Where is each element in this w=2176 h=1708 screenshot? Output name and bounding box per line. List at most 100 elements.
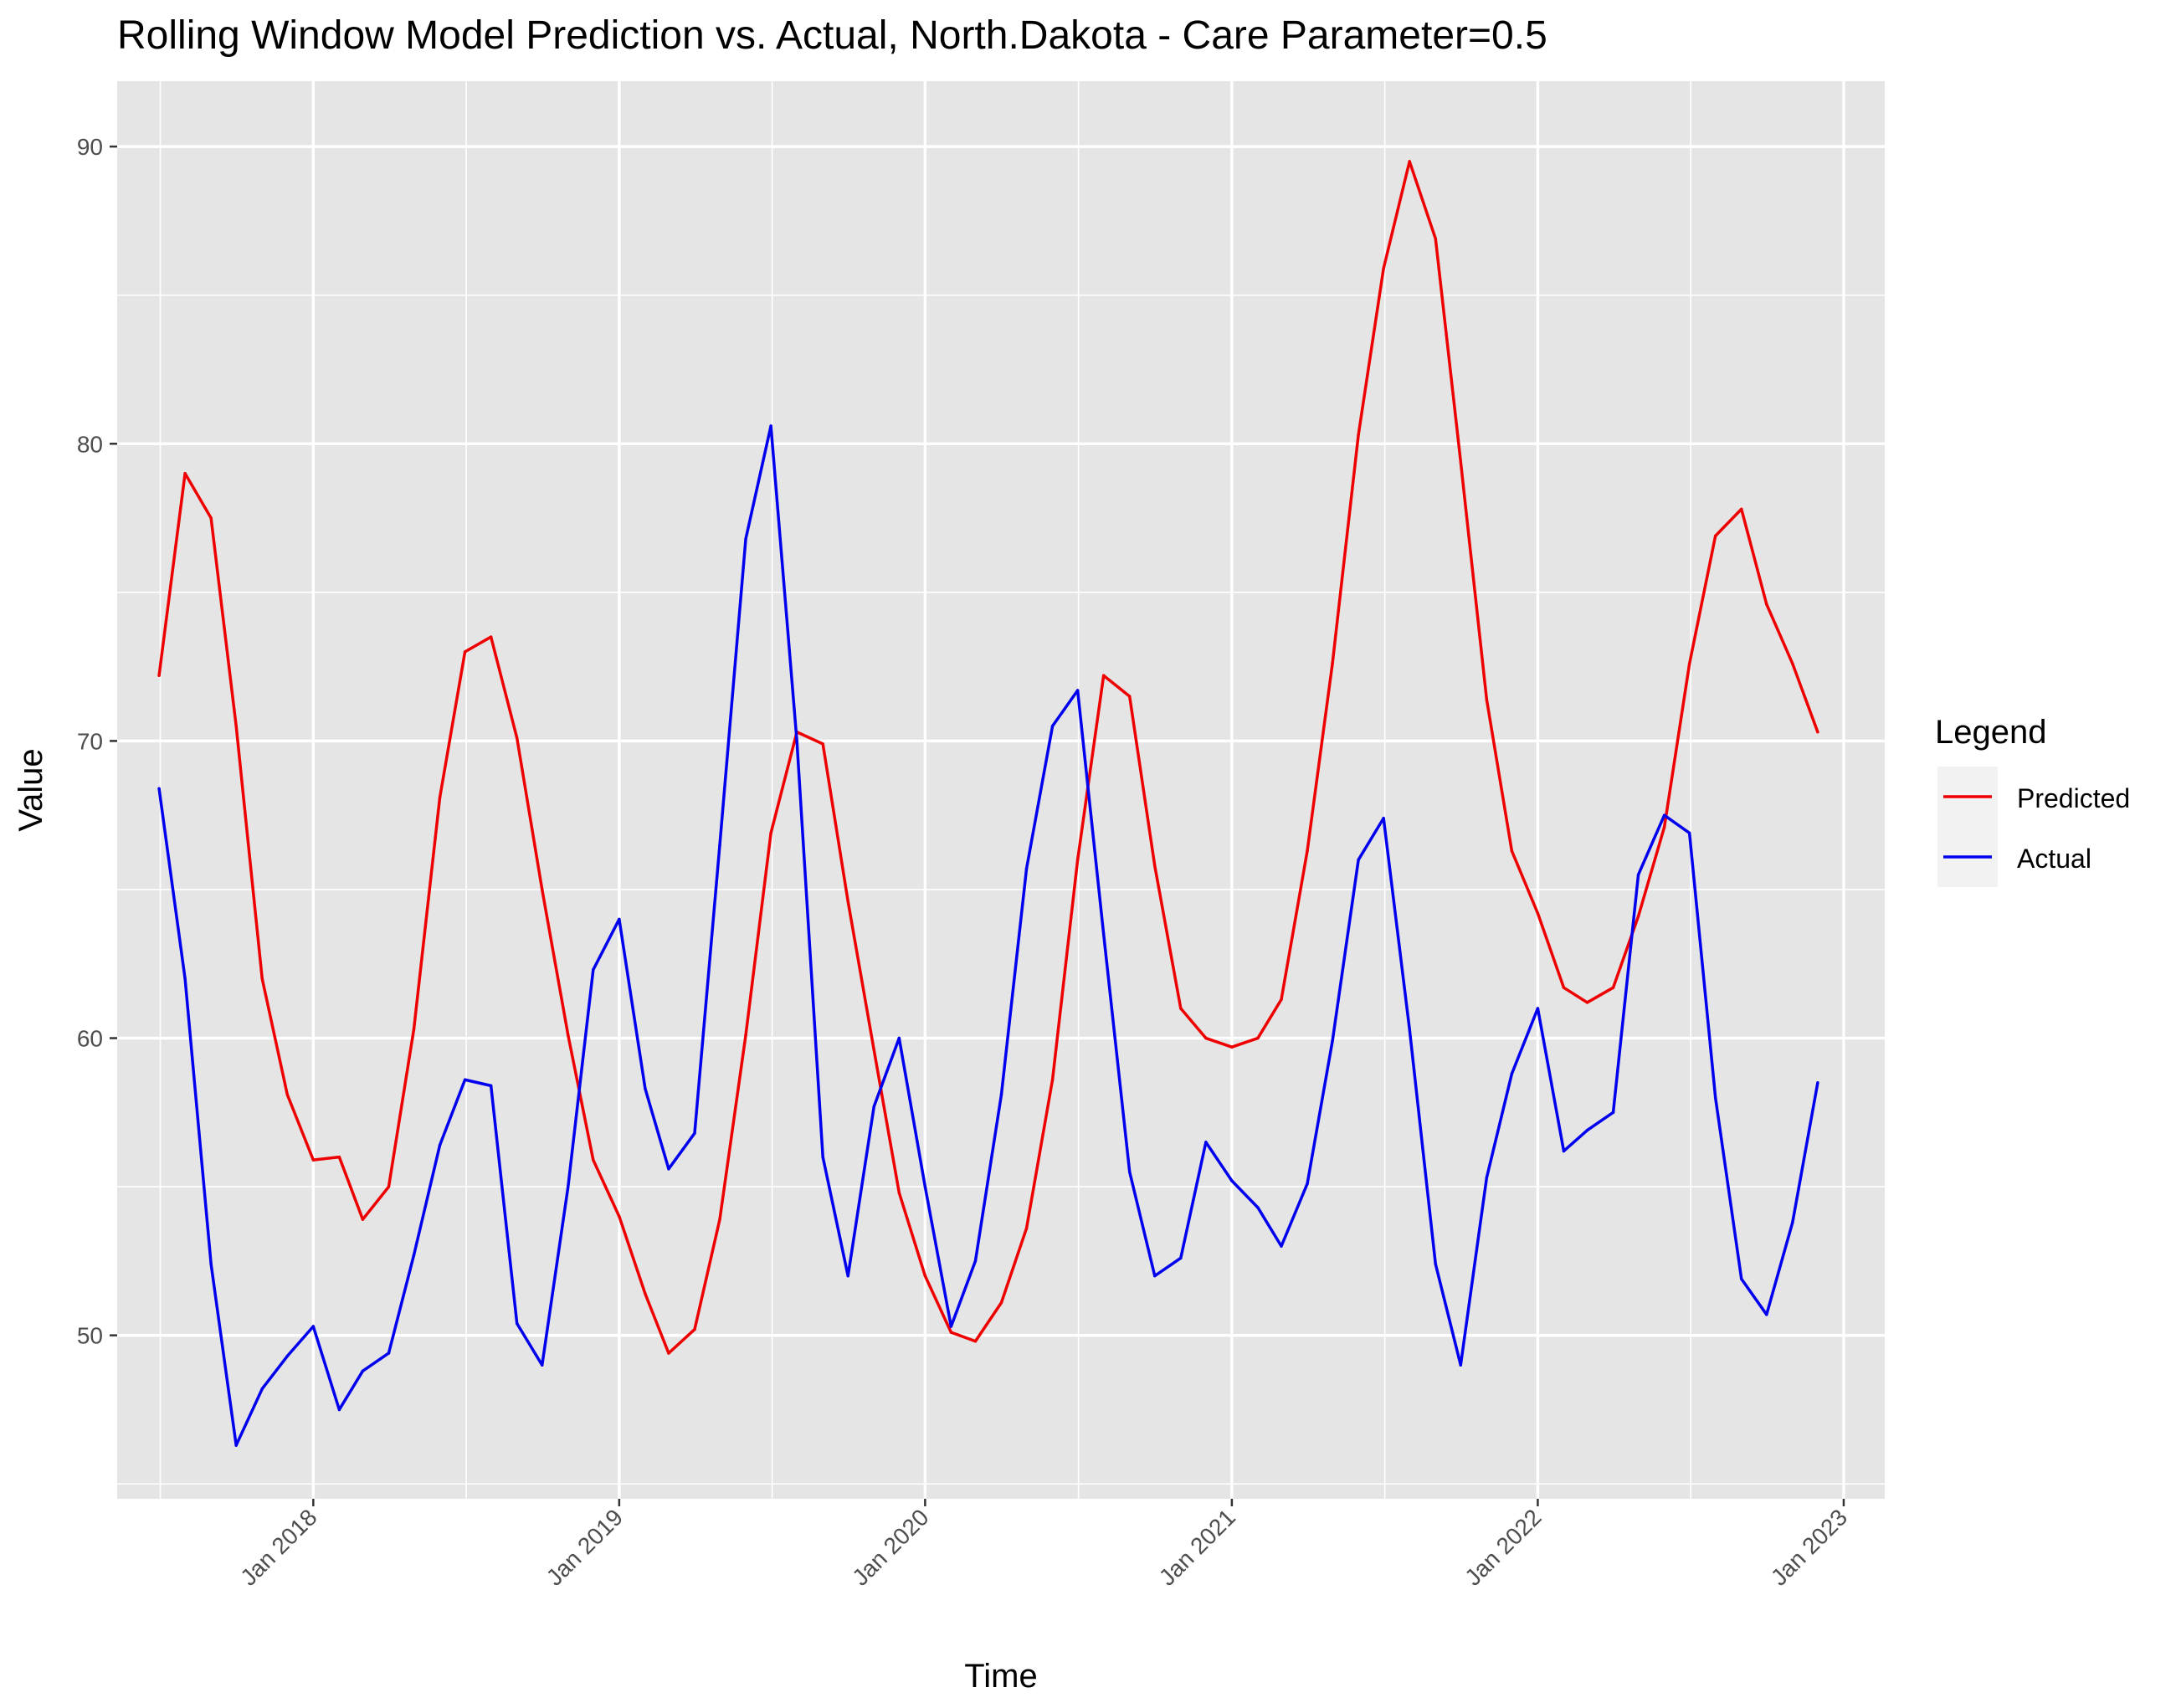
data-point-actual: [1331, 1039, 1334, 1043]
data-point-predicted: [1179, 1007, 1183, 1010]
data-point-predicted: [693, 1327, 696, 1331]
data-point-actual: [1816, 1081, 1819, 1085]
data-point-actual: [1740, 1277, 1743, 1280]
data-point-actual: [1408, 1028, 1411, 1031]
y-tick-label: 90: [77, 134, 103, 160]
data-point-predicted: [1256, 1036, 1260, 1040]
data-point-predicted: [438, 796, 442, 799]
data-point-actual: [438, 1143, 442, 1147]
data-point-actual: [769, 424, 772, 428]
data-point-actual: [1153, 1274, 1157, 1278]
data-point-predicted: [1204, 1036, 1208, 1040]
x-tick-label: Jan 2023: [1766, 1504, 1852, 1590]
data-point-predicted: [463, 650, 467, 654]
x-tick-label: Jan 2020: [847, 1504, 933, 1590]
data-point-actual: [1050, 724, 1055, 728]
data-point-predicted: [846, 900, 849, 903]
grid-major: [117, 81, 1885, 1499]
data-point-actual: [1485, 1176, 1489, 1180]
y-tick-label: 80: [77, 431, 103, 457]
data-point-actual: [1585, 1128, 1589, 1132]
series-layer: [157, 160, 1819, 1447]
data-point-predicted: [999, 1300, 1003, 1305]
y-tick-label: 50: [77, 1323, 103, 1349]
data-point-predicted: [412, 1028, 416, 1031]
data-point-predicted: [769, 831, 772, 835]
data-point-actual: [1611, 1110, 1615, 1115]
data-point-actual: [821, 1155, 824, 1159]
data-point-predicted: [744, 1034, 747, 1037]
data-point-actual: [923, 1185, 927, 1188]
data-point-actual: [1382, 816, 1385, 820]
data-point-predicted: [618, 1214, 621, 1218]
data-point-actual: [540, 1363, 544, 1367]
data-point-predicted: [311, 1158, 316, 1162]
data-point-actual: [285, 1354, 290, 1358]
y-tick-label: 70: [77, 728, 103, 754]
data-point-actual: [1024, 867, 1029, 870]
data-point-actual: [387, 1352, 391, 1355]
data-point-predicted: [489, 635, 493, 639]
data-point-actual: [1230, 1179, 1234, 1182]
data-point-actual: [795, 739, 798, 743]
data-point-predicted: [183, 472, 187, 475]
data-point-predicted: [1459, 459, 1463, 464]
y-tick-label: 60: [77, 1026, 103, 1052]
data-point-predicted: [644, 1292, 647, 1295]
data-point-actual: [973, 1259, 978, 1263]
data-point-predicted: [1765, 603, 1768, 606]
data-point-actual: [1562, 1149, 1566, 1153]
data-point-predicted: [260, 977, 264, 981]
data-point-actual: [515, 1321, 519, 1326]
data-point-predicted: [1536, 911, 1540, 916]
y-axis-label: Value: [13, 748, 49, 831]
data-point-predicted: [1075, 858, 1080, 862]
data-point-actual: [667, 1167, 670, 1171]
data-point-actual: [1536, 1007, 1540, 1010]
data-point-actual: [567, 1185, 570, 1188]
data-point-actual: [872, 1105, 876, 1108]
series-line-actual: [157, 424, 1819, 1447]
data-point-actual: [897, 1036, 901, 1040]
data-point-predicted: [1791, 662, 1794, 665]
data-point-predicted: [157, 674, 161, 678]
data-point-actual: [693, 1131, 696, 1135]
data-point-predicted: [515, 736, 519, 740]
data-point-actual: [489, 1084, 493, 1088]
data-point-actual: [157, 787, 161, 790]
data-point-actual: [1306, 1182, 1309, 1186]
legend: Legend Predicted Actual: [1935, 714, 2130, 887]
data-point-predicted: [667, 1352, 670, 1355]
data-point-predicted: [1611, 986, 1615, 989]
data-point-actual: [1101, 932, 1106, 936]
data-point-actual: [1636, 873, 1640, 876]
data-point-predicted: [1408, 160, 1411, 163]
x-tick-label: Jan 2018: [235, 1504, 321, 1590]
data-point-predicted: [1101, 674, 1106, 678]
data-point-actual: [846, 1274, 849, 1278]
data-point-actual: [463, 1078, 467, 1082]
data-point-predicted: [1127, 695, 1132, 698]
data-point-predicted: [209, 516, 213, 520]
data-point-predicted: [1485, 697, 1489, 701]
data-point-predicted: [1562, 986, 1566, 989]
data-point-actual: [1662, 813, 1666, 817]
data-point-actual: [618, 917, 621, 921]
data-point-actual: [1434, 1262, 1437, 1266]
data-point-predicted: [1740, 507, 1743, 511]
data-point-predicted: [1331, 662, 1334, 665]
data-point-predicted: [1713, 534, 1717, 538]
data-point-predicted: [1357, 433, 1360, 437]
data-point-predicted: [973, 1340, 978, 1343]
data-point-actual: [311, 1325, 316, 1328]
legend-label-actual: Actual: [2017, 844, 2091, 874]
data-point-actual: [1765, 1313, 1768, 1316]
data-point-predicted: [1382, 266, 1385, 270]
data-point-predicted: [592, 1158, 595, 1162]
chart-title: Rolling Window Model Prediction vs. Actu…: [117, 13, 1547, 58]
data-point-actual: [209, 1262, 213, 1266]
data-point-actual: [1256, 1206, 1260, 1209]
data-point-actual: [1687, 831, 1691, 835]
data-point-actual: [234, 1444, 238, 1447]
data-point-predicted: [718, 1218, 721, 1221]
